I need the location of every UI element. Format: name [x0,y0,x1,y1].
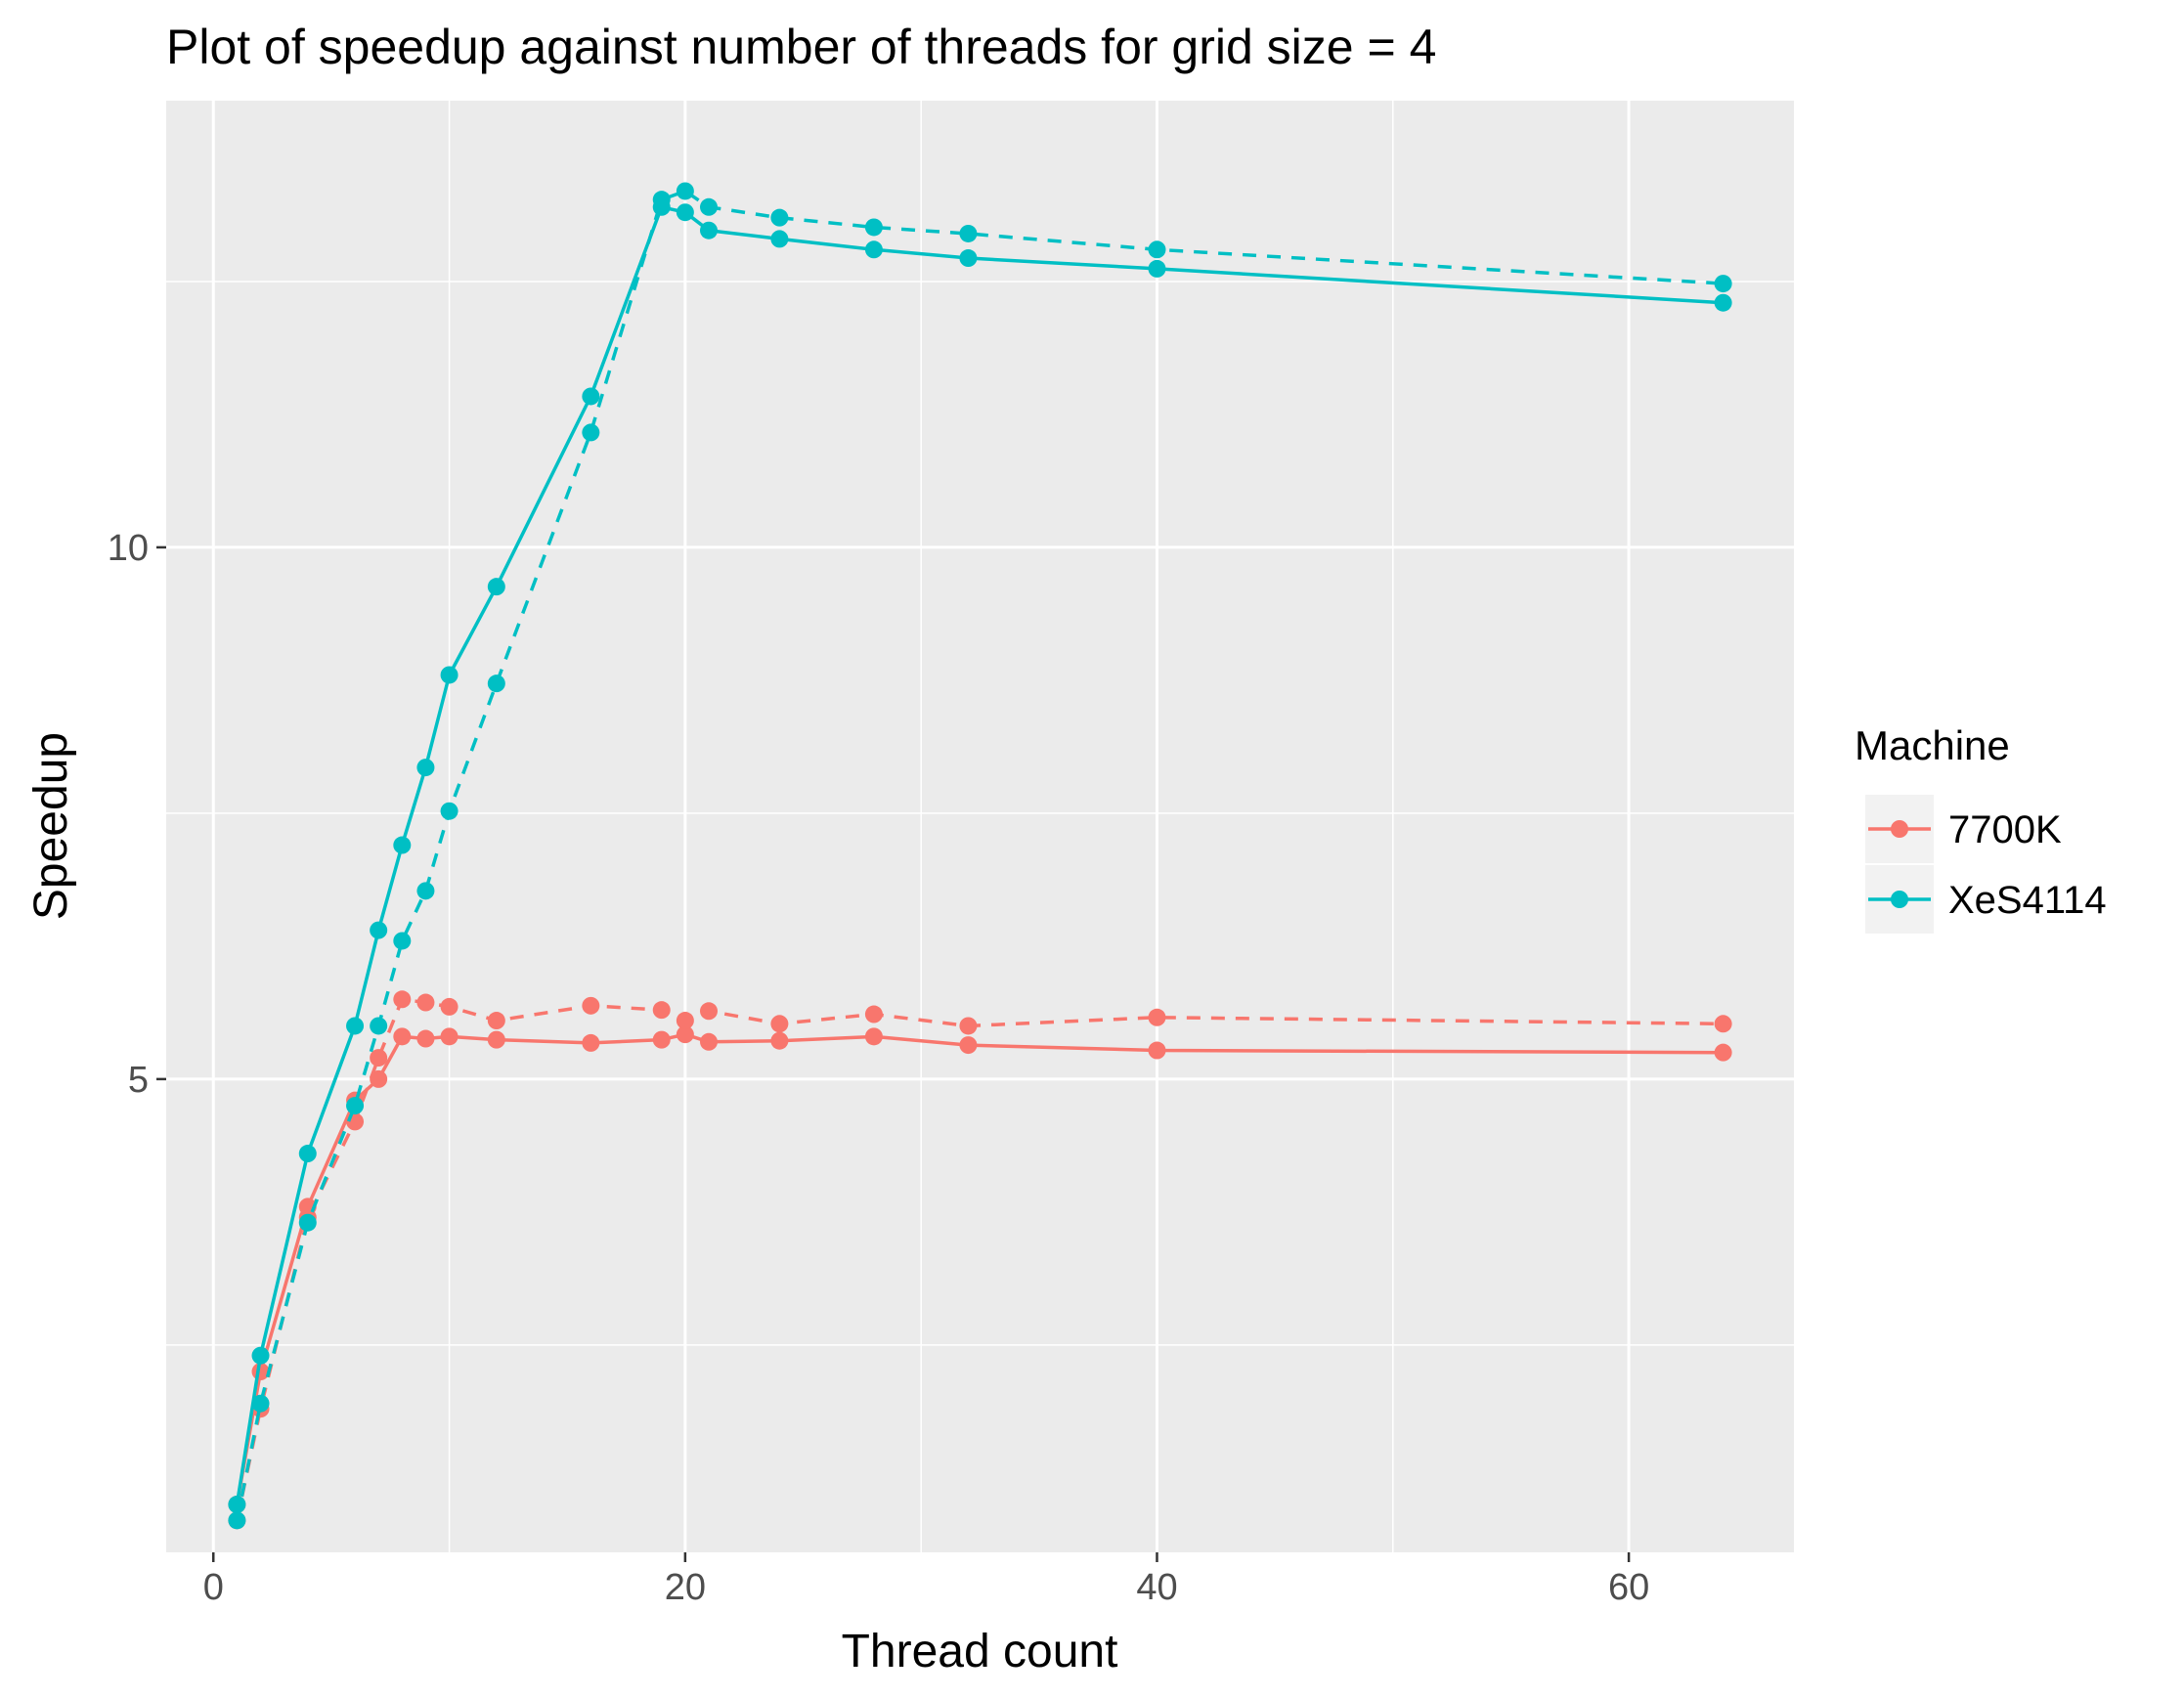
data-point [370,1049,388,1067]
data-point [1148,240,1166,259]
y-axis-title: Speedup [25,732,77,920]
data-point [346,1017,365,1035]
data-point [298,1213,317,1232]
data-point [1148,1041,1166,1060]
data-point [770,1031,789,1050]
data-point [440,666,459,684]
data-point [864,1005,883,1023]
x-tick-label: 60 [1608,1567,1649,1608]
data-point [416,1029,435,1048]
legend-key-point [1891,891,1908,908]
legend-label-7700k: 7700K [1948,808,2062,851]
data-point [959,224,978,242]
data-point [582,1033,600,1052]
data-point [676,1025,694,1044]
data-point [346,1112,365,1131]
data-point [582,996,600,1015]
data-point [652,1030,671,1049]
y-tick-label: 10 [108,528,149,569]
data-point [770,1015,789,1033]
data-point [864,218,883,237]
data-point [370,1017,388,1035]
data-point [487,675,505,693]
data-point [700,221,718,239]
data-point [582,423,600,442]
series-line [235,997,1724,1521]
data-point [700,1032,718,1051]
data-point [487,1012,505,1030]
data-point [652,1001,671,1020]
data-point [393,1027,412,1046]
data-point [1148,259,1166,278]
data-point [676,203,694,222]
data-point [370,1069,388,1088]
data-point [959,249,978,268]
chart-title: Plot of speedup against number of thread… [166,20,1436,74]
data-series [228,182,1732,1530]
data-point [676,1012,694,1030]
legend-key-point [1891,820,1908,838]
data-point [393,836,412,854]
data-point [700,1002,718,1021]
data-point [393,990,412,1009]
legend-keys [1865,795,1934,934]
series-xes4114-solid [228,197,1732,1514]
grid-lines [166,101,1794,1552]
series-line [235,205,1724,1505]
x-tick-label: 0 [203,1567,224,1608]
legend-label-xes4114: XeS4114 [1948,879,2107,922]
legend: Machine 7700K XeS4114 [1855,722,2107,934]
x-axis-title: Thread count [842,1626,1118,1677]
y-tick-label: 5 [128,1060,149,1101]
series-7700k-dashed [228,990,1732,1530]
series-xes4114-dashed [228,182,1732,1530]
data-point [298,1145,317,1163]
legend-title: Machine [1855,722,2010,768]
data-point [228,1496,246,1514]
data-point [393,932,412,950]
data-point [487,578,505,596]
data-point [1148,1008,1166,1026]
data-point [770,208,789,227]
data-point [676,182,694,200]
plot-panel [166,101,1794,1552]
data-point [416,882,435,900]
data-point [228,1511,246,1530]
data-point [700,197,718,216]
data-point [346,1097,365,1115]
data-point [416,759,435,777]
data-point [652,191,671,209]
data-point [440,1027,459,1046]
x-tick-label: 20 [665,1567,706,1608]
data-point [487,1030,505,1049]
data-point [959,1036,978,1055]
data-point [582,387,600,406]
data-point [770,230,789,248]
data-point [1714,275,1732,293]
data-point [370,921,388,939]
x-tick-label: 40 [1136,1567,1177,1608]
data-point [959,1017,978,1035]
data-point [251,1394,270,1413]
axes: 0 20 40 60 5 10 [108,528,1650,1608]
data-point [440,997,459,1016]
data-point [1714,1015,1732,1033]
data-point [251,1346,270,1365]
data-point [1714,293,1732,312]
data-point [416,993,435,1012]
data-point [1714,1043,1732,1062]
data-point [864,1027,883,1046]
data-point [440,802,459,820]
data-point [864,240,883,259]
series-line [235,189,1724,1521]
